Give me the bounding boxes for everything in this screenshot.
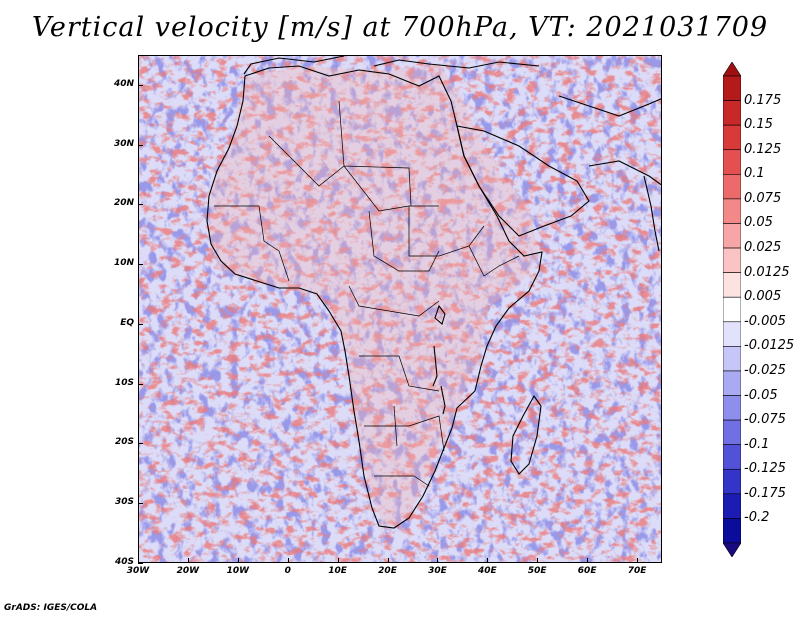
vertical-velocity-field [139, 56, 661, 562]
colorbar-label: -0.125 [744, 461, 786, 477]
colorbar-swatch [723, 174, 741, 200]
colorbar-bottom-arrow [723, 542, 741, 557]
colorbar-label: 0.125 [744, 141, 782, 157]
colorbar-label: 0.0125 [744, 264, 790, 280]
colorbar-label: 0.025 [744, 240, 782, 256]
lon-label: 10W [226, 566, 250, 576]
colorbar-swatch [723, 444, 741, 470]
lat-label: 40S [114, 557, 134, 567]
lon-tick [537, 558, 539, 563]
colorbar-label: -0.05 [744, 387, 778, 403]
colorbar-label: 0.05 [744, 215, 773, 231]
colorbar-swatch [723, 321, 741, 347]
lat-label: 30N [113, 138, 134, 149]
colorbar-swatch [723, 468, 741, 495]
lon-label: 10E [328, 566, 347, 576]
colorbar-swatch [723, 75, 741, 101]
lon-label: 50E [527, 566, 547, 576]
colorbar-label: -0.005 [744, 313, 786, 329]
lat-tick [138, 204, 143, 206]
colorbar-swatch [723, 223, 741, 249]
colorbar-label: -0.2 [744, 510, 770, 526]
lat-label: 30S [114, 497, 134, 508]
lon-label: 30W [126, 566, 150, 576]
lat-tick [138, 323, 143, 325]
colorbar-label: -0.175 [744, 485, 786, 501]
colorbar-swatch [723, 198, 741, 224]
colorbar-swatch [723, 100, 741, 126]
colorbar-swatch [723, 346, 741, 372]
lon-label: 20W [176, 566, 200, 576]
colorbar-swatch [723, 419, 741, 445]
colorbar-swatch [723, 272, 741, 298]
upward-motion-texture [139, 56, 661, 562]
lon-tick [387, 558, 389, 563]
lat-tick [138, 264, 143, 266]
lon-tick [637, 558, 639, 563]
lat-label: 40N [113, 78, 134, 89]
lon-tick [437, 558, 439, 563]
colorbar-swatch [723, 124, 741, 151]
colorbar-swatch [723, 247, 741, 273]
colorbar-label: 0.1 [744, 166, 765, 182]
lon-label: 40E [477, 566, 497, 576]
colorbar-swatch [723, 518, 741, 544]
colorbar-swatch [723, 149, 741, 175]
colorbar-swatch [723, 370, 741, 396]
colorbar-label: -0.0125 [744, 338, 795, 354]
lon-tick [287, 558, 289, 563]
lat-tick [138, 503, 143, 505]
lon-label: 60E [577, 566, 597, 576]
lat-tick [138, 563, 143, 564]
lon-tick [187, 558, 189, 563]
lon-label: 30E [428, 566, 447, 576]
lat-label: 20S [114, 437, 134, 448]
colorbar-label: 0.075 [744, 190, 782, 206]
colorbar [723, 62, 741, 557]
lat-label: 10S [114, 377, 134, 388]
coastlines [206, 56, 661, 529]
colorbar-label: 0.005 [744, 289, 782, 305]
colorbar-swatch [723, 493, 741, 519]
lon-tick [237, 558, 239, 563]
lat-tick [138, 144, 143, 146]
colorbar-label: -0.075 [744, 412, 786, 428]
colorbar-label: 0.15 [744, 117, 773, 133]
map-panel [138, 55, 662, 563]
grads-credit: GrADS: IGES/COLA [4, 603, 98, 613]
lat-tick [138, 84, 143, 86]
country-borders [214, 100, 520, 487]
lon-tick [587, 558, 589, 563]
lat-label: EQ [120, 317, 134, 328]
colorbar-label: 0.175 [744, 92, 782, 108]
colorbar-label: -0.1 [744, 436, 770, 452]
colorbar-swatch [723, 296, 741, 323]
colorbar-swatch [723, 395, 741, 421]
lat-tick [138, 443, 143, 445]
lon-tick [487, 558, 489, 563]
lat-label: 10N [113, 258, 134, 269]
lat-label: 20N [113, 198, 134, 209]
lon-tick [337, 558, 339, 563]
lon-tick [138, 558, 139, 563]
lat-tick [138, 383, 143, 385]
lon-label: 0 [284, 566, 291, 576]
colorbar-label: -0.025 [744, 362, 786, 378]
colorbar-top-arrow [723, 62, 741, 77]
lon-label: 70E [627, 566, 647, 576]
map-title: Vertical velocity [m/s] at 700hPa, VT: 2… [31, 12, 769, 43]
lon-label: 20E [378, 566, 397, 576]
